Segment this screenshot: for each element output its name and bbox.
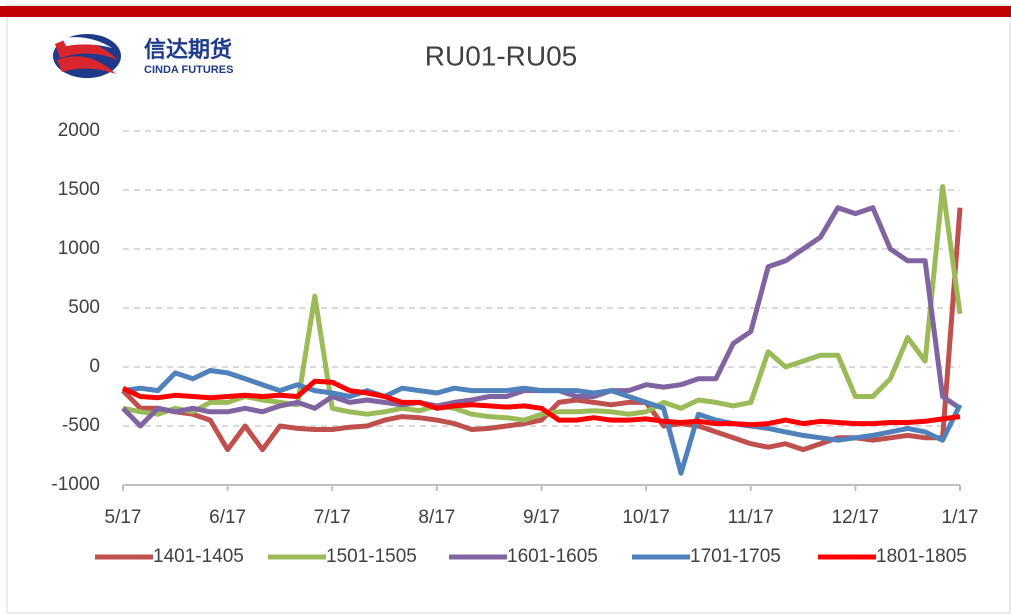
y-tick-label: 2000 [58, 120, 100, 141]
x-tick-label: 12/17 [832, 507, 880, 528]
legend-label: 1601-1605 [507, 546, 598, 567]
x-tick-label: 8/17 [418, 507, 455, 528]
y-tick-label: 1500 [58, 179, 100, 200]
series-line [121, 378, 961, 428]
y-tick-label: -1000 [51, 474, 100, 495]
top-bar [0, 6, 1011, 17]
legend-label: 1401-1405 [153, 546, 244, 567]
series-line [122, 184, 963, 423]
series-line [121, 207, 963, 453]
x-tick-label: 5/17 [105, 507, 142, 528]
x-tick-label: 11/17 [728, 507, 774, 528]
x-tick-label: 10/17 [622, 507, 670, 528]
logo-mark [53, 34, 121, 78]
y-tick-label: 500 [68, 297, 100, 318]
x-tick-label: 7/17 [314, 507, 351, 528]
y-tick-label: 1000 [58, 238, 100, 259]
logo-name: 信达期货 [144, 37, 232, 62]
logo-name-en: CINDA FUTURES [144, 64, 233, 76]
legend-label: 1801-1805 [876, 546, 967, 567]
frame [6, 4, 1011, 614]
y-tick-label: -500 [62, 415, 100, 436]
legend-label: 1701-1705 [690, 546, 781, 567]
x-tick-label: 6/17 [209, 507, 246, 528]
y-tick-label: 0 [89, 356, 100, 377]
chart-title: RU01-RU05 [425, 40, 578, 71]
x-tick-label: 1/17 [942, 507, 979, 528]
x-tick-label: 9/17 [523, 507, 560, 528]
series-line [122, 368, 963, 476]
legend-label: 1501-1505 [326, 546, 417, 567]
